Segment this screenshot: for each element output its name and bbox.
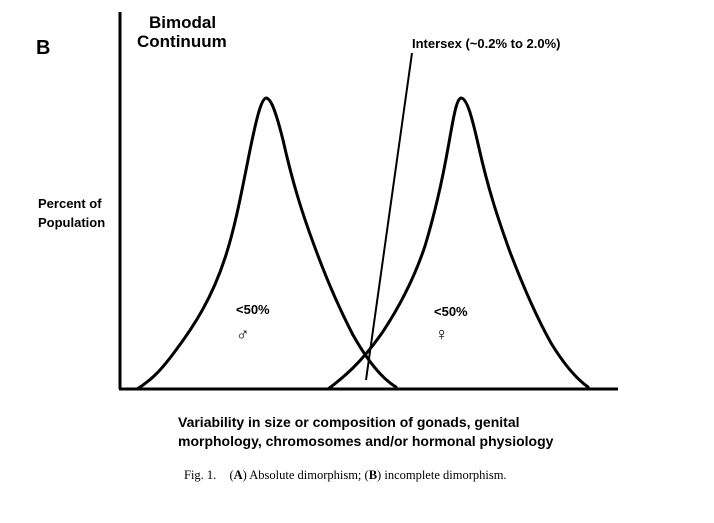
female-percent-label: <50% — [434, 304, 468, 319]
x-axis-label-line-1: Variability in size or composition of go… — [178, 414, 520, 430]
caption-part-a-letter: A — [234, 468, 243, 482]
intersex-annotation: Intersex (~0.2% to 2.0%) — [412, 36, 560, 51]
x-axis-label-line-2: morphology, chromosomes and/or hormonal … — [178, 433, 554, 449]
caption-paren-close-a: ) — [243, 468, 247, 482]
caption-part-a-text: Absolute dimorphism; — [249, 468, 361, 482]
intersex-pointer-line — [365, 52, 413, 381]
caption-part-b-text: incomplete dimorphism. — [384, 468, 506, 482]
figure-caption: Fig. 1. (A) Absolute dimorphism; (B) inc… — [184, 468, 507, 482]
caption-paren-close-b: ) — [377, 468, 381, 482]
female-distribution-curve — [326, 96, 590, 391]
female-symbol: ♀ — [435, 324, 449, 344]
male-percent-label: <50% — [236, 302, 270, 317]
y-axis-label-line-1: Percent of — [38, 196, 102, 211]
caption-part-b-letter: B — [369, 468, 377, 482]
caption-prefix: Fig. 1. — [184, 468, 216, 482]
male-distribution-curve — [135, 96, 398, 391]
y-axis-label-line-2: Population — [38, 215, 105, 230]
panel-label: B — [36, 37, 50, 59]
chart-title-line-1: Bimodal — [149, 13, 216, 32]
male-symbol: ♂ — [236, 324, 250, 344]
caption-paren-open-a: ( — [229, 468, 233, 482]
chart-title-line-2: Continuum — [137, 32, 227, 51]
caption-paren-open-b: ( — [365, 468, 369, 482]
